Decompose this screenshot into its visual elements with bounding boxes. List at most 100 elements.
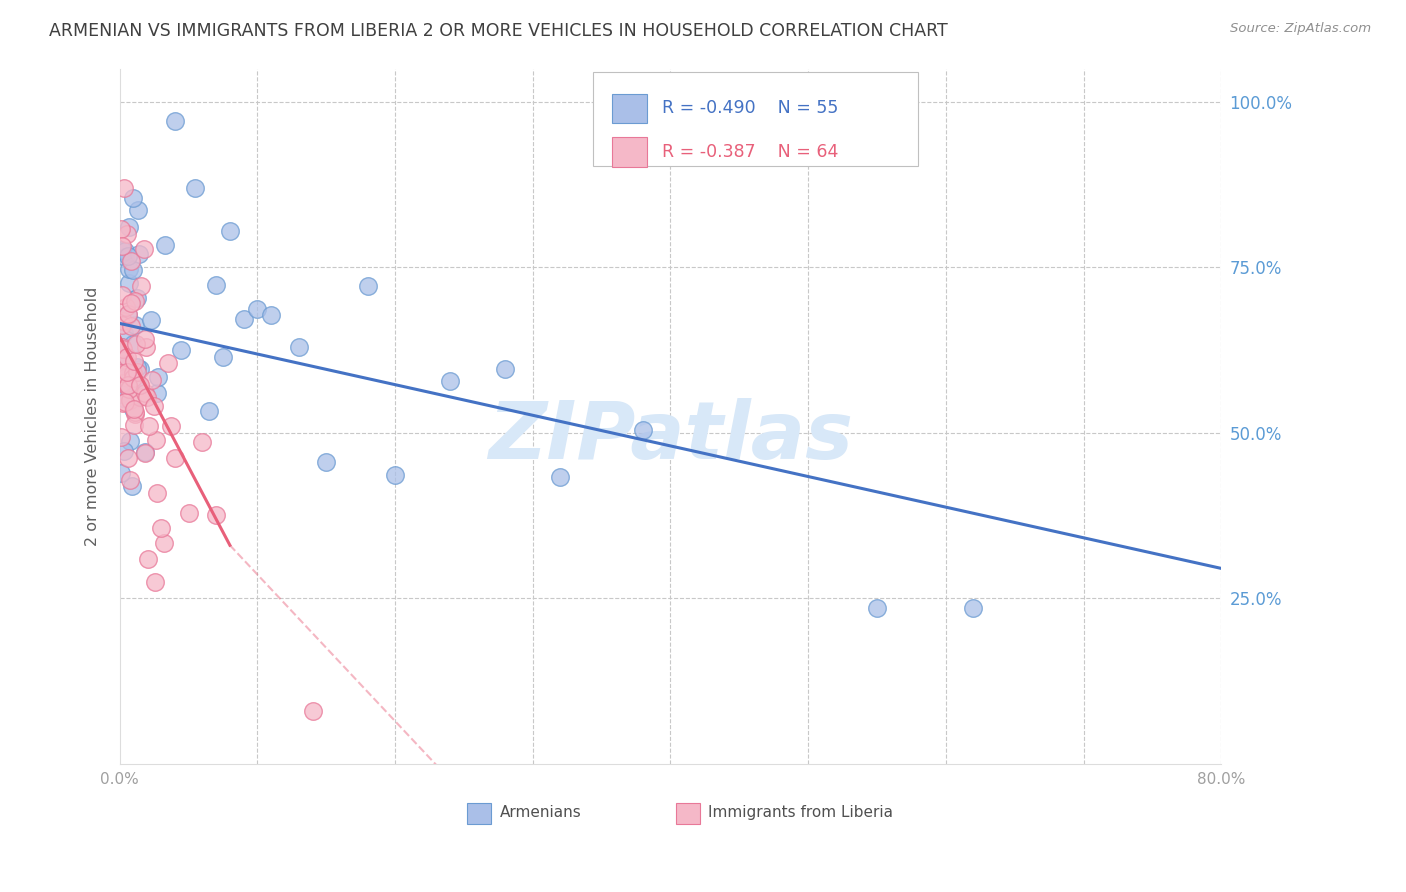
Point xyxy=(128,246,150,260)
Point xyxy=(127,291,149,305)
Point xyxy=(145,434,167,448)
Point xyxy=(550,470,572,484)
Point xyxy=(134,445,156,459)
Point xyxy=(110,466,132,480)
Point xyxy=(118,382,141,396)
Point xyxy=(134,385,156,400)
Point xyxy=(155,238,177,252)
Point xyxy=(114,244,136,259)
Point xyxy=(260,308,283,322)
Point xyxy=(129,378,152,392)
Point xyxy=(631,423,654,437)
Point xyxy=(141,373,163,387)
Point xyxy=(121,479,143,493)
Point xyxy=(110,340,132,354)
Point xyxy=(120,296,142,310)
Point xyxy=(152,535,174,549)
Point xyxy=(111,367,134,381)
Point xyxy=(112,180,135,194)
Text: R = -0.387    N = 64: R = -0.387 N = 64 xyxy=(662,143,838,161)
FancyBboxPatch shape xyxy=(467,804,491,824)
Point xyxy=(122,354,145,368)
Point xyxy=(177,506,200,520)
Point xyxy=(866,601,889,615)
FancyBboxPatch shape xyxy=(593,72,918,166)
Point xyxy=(111,391,134,405)
Point xyxy=(111,243,134,257)
Text: R = -0.490    N = 55: R = -0.490 N = 55 xyxy=(662,100,838,118)
Point xyxy=(212,350,235,364)
Point xyxy=(134,445,156,459)
Point xyxy=(127,202,149,217)
Point xyxy=(118,393,141,408)
Point xyxy=(117,450,139,465)
Point xyxy=(439,374,461,388)
Point xyxy=(494,361,516,376)
Point xyxy=(232,312,254,326)
Point xyxy=(114,251,136,265)
Point xyxy=(121,371,143,385)
Point xyxy=(111,313,134,327)
Point xyxy=(148,369,170,384)
Point xyxy=(117,261,139,276)
Point xyxy=(143,399,166,413)
Point xyxy=(143,575,166,590)
Point xyxy=(117,378,139,392)
Point xyxy=(163,114,186,128)
Point xyxy=(110,430,132,444)
Point xyxy=(112,342,135,356)
Point xyxy=(146,486,169,500)
Point xyxy=(120,318,142,333)
Point xyxy=(962,601,984,615)
Point xyxy=(124,418,146,433)
Point xyxy=(118,434,141,448)
Point xyxy=(246,302,269,317)
Point xyxy=(131,278,153,293)
Point xyxy=(139,313,162,327)
Point xyxy=(110,387,132,401)
Point xyxy=(205,508,228,522)
Point xyxy=(156,356,179,370)
Point xyxy=(125,359,148,374)
Point xyxy=(114,371,136,385)
Point xyxy=(117,249,139,263)
FancyBboxPatch shape xyxy=(612,137,647,167)
Point xyxy=(112,395,135,409)
FancyBboxPatch shape xyxy=(612,94,647,123)
Point xyxy=(118,220,141,235)
Point xyxy=(356,279,378,293)
Point xyxy=(110,221,132,235)
Point xyxy=(114,353,136,368)
Point xyxy=(184,180,207,194)
Point xyxy=(198,404,221,418)
Point xyxy=(114,358,136,372)
Point xyxy=(301,704,323,718)
Point xyxy=(122,191,145,205)
Point xyxy=(120,474,142,488)
Point xyxy=(191,435,214,450)
Point xyxy=(117,350,139,364)
Point xyxy=(115,365,138,379)
Text: Source: ZipAtlas.com: Source: ZipAtlas.com xyxy=(1230,22,1371,36)
Point xyxy=(170,343,193,358)
FancyBboxPatch shape xyxy=(676,804,700,824)
Point xyxy=(138,419,160,434)
Point xyxy=(114,300,136,314)
Point xyxy=(110,340,132,354)
Point xyxy=(114,395,136,409)
Point xyxy=(134,331,156,345)
Point xyxy=(384,468,406,483)
Point xyxy=(134,242,156,256)
Point xyxy=(118,276,141,290)
Point xyxy=(219,224,242,238)
Text: Immigrants from Liberia: Immigrants from Liberia xyxy=(709,805,893,820)
Point xyxy=(122,366,145,380)
Point xyxy=(122,401,145,416)
Point xyxy=(124,405,146,419)
Point xyxy=(205,278,228,293)
Point xyxy=(110,366,132,380)
Text: Armenians: Armenians xyxy=(499,805,582,820)
Point xyxy=(112,444,135,458)
Point xyxy=(135,340,157,354)
Point xyxy=(159,419,181,434)
